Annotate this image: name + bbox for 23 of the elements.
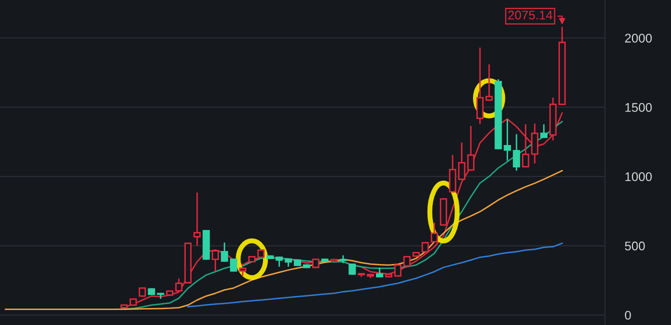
candlestick (156, 292, 164, 299)
line-series (4, 170, 563, 310)
y-tick-label: 1000 (625, 172, 652, 182)
candlestick (448, 155, 456, 192)
y-tick-label: 2000 (625, 34, 652, 43)
candlestick (193, 192, 201, 246)
candlestick (540, 124, 548, 138)
candlestick (230, 258, 238, 272)
y-tick-label: 0 (624, 310, 631, 320)
candlestick (522, 124, 530, 168)
y-tick-label: 500 (624, 242, 645, 250)
candlestick (476, 48, 484, 124)
candlestick (339, 255, 347, 264)
candlestick (348, 264, 356, 275)
candlestick (220, 242, 228, 262)
y-tick-label: 1500 (625, 103, 652, 112)
line-series (187, 242, 563, 308)
candlestick (403, 256, 411, 267)
candlestick (212, 250, 219, 272)
candlestick (531, 124, 538, 164)
candlestick (485, 64, 493, 101)
candlestick (512, 134, 520, 171)
annotation: 2075.14 (508, 10, 552, 20)
